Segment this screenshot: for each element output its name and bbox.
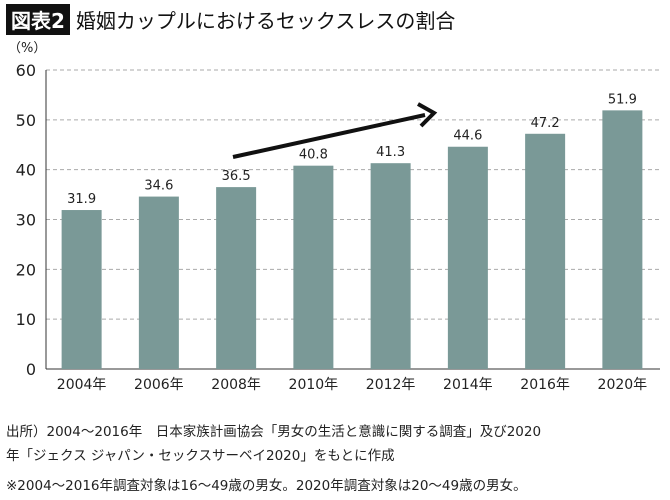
y-tick-label: 20: [16, 260, 36, 279]
bar-2010年: [293, 165, 334, 369]
data-label: 36.5: [222, 169, 251, 184]
trend-arrow-head: [417, 102, 438, 128]
x-tick-label: 2008年: [211, 377, 261, 393]
y-tick-label: 30: [16, 211, 36, 230]
bar-2012年: [370, 163, 411, 369]
footnote: ※2004〜2016年調査対象は16〜49歳の男女。2020年調査対象は20〜4…: [6, 478, 527, 494]
chart-title: 図表2 婚姻カップルにおけるセックスレスの割合: [6, 4, 455, 35]
y-tick-label: 10: [16, 310, 36, 329]
bar-chart: （%） 0 10 20 30 40 50 60 31.9 2004年 34.6 2006年 36.5 20…: [8, 41, 660, 393]
bar-2016年: [525, 133, 566, 369]
y-axis-unit: （%）: [8, 41, 46, 56]
bar-2020年: [602, 110, 643, 370]
data-label: 47.2: [531, 116, 560, 131]
trend-arrow-shaft: [232, 113, 426, 159]
data-label: 31.9: [67, 192, 96, 207]
bar-2004年: [61, 210, 102, 369]
y-tick-label: 40: [16, 161, 36, 180]
source-line-1: 出所）2004〜2016年 日本家族計画協会「男女の生活と意識に関する調査」及び…: [6, 424, 542, 440]
data-label: 40.8: [299, 148, 328, 163]
data-label: 41.3: [376, 145, 405, 160]
source-line-2: 年「ジェクス ジャパン・セックスサーベイ2020」をもとに作成: [6, 448, 395, 464]
data-label: 44.6: [453, 129, 482, 144]
bar-2008年: [216, 187, 257, 369]
x-tick-label: 2016年: [520, 377, 570, 393]
y-tick-label: 50: [16, 111, 36, 130]
x-tick-label: 2004年: [57, 377, 107, 393]
title-text: 婚姻カップルにおけるセックスレスの割合: [75, 9, 456, 33]
data-label: 51.9: [608, 92, 637, 107]
x-tick-label: 2012年: [366, 377, 416, 393]
bar-2006年: [138, 196, 179, 369]
y-tick-label: 60: [16, 61, 36, 80]
bar-2014年: [447, 146, 488, 369]
figure-badge: 図表2: [6, 4, 70, 35]
x-tick-label: 2014年: [443, 377, 493, 393]
x-tick-label: 2010年: [289, 377, 339, 393]
data-label: 34.6: [144, 179, 173, 194]
y-tick-label: 0: [26, 360, 36, 379]
x-tick-label: 2020年: [598, 377, 648, 393]
x-tick-label: 2006年: [134, 377, 184, 393]
